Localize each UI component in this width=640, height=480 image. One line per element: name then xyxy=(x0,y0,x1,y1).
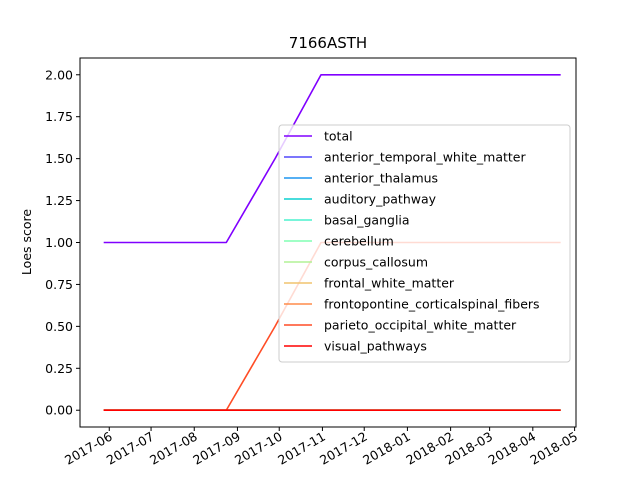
legend-label: total xyxy=(324,129,353,144)
series-line-total xyxy=(103,73,561,244)
y-tick-label: 1.50 xyxy=(45,151,73,166)
chart-title: 7166ASTH xyxy=(289,34,367,52)
legend-label: visual_pathways xyxy=(324,339,427,354)
y-tick-label: 0.50 xyxy=(45,319,73,334)
y-tick-label: 1.00 xyxy=(45,235,73,250)
y-tick-label: 0.00 xyxy=(45,403,73,418)
legend-label: anterior_temporal_white_matter xyxy=(324,150,526,165)
legend-label: auditory_pathway xyxy=(324,192,437,207)
legend-label: corpus_callosum xyxy=(324,255,428,270)
y-axis: 0.00 0.25 0.50 0.75 1.00 1.25 1.50 1.75 2.00 xyxy=(45,67,80,418)
legend-box xyxy=(278,124,571,363)
legend-label: frontopontine_corticalspinal_fibers xyxy=(324,297,540,312)
y-tick-label: 0.25 xyxy=(45,361,73,376)
legend-label: basal_ganglia xyxy=(324,213,410,228)
y-tick-label: 1.75 xyxy=(45,109,73,124)
legend-label: cerebellum xyxy=(324,234,394,249)
y-tick-label: 0.75 xyxy=(45,277,73,292)
y-tick-label: 2.00 xyxy=(45,67,73,82)
legend-label: parieto_occipital_white_matter xyxy=(324,318,517,333)
legend: total anterior_temporal_white_matteranter… xyxy=(278,124,571,363)
y-tick-label: 1.25 xyxy=(45,193,73,208)
legend-label: frontal_white_matter xyxy=(324,276,455,291)
y-axis-label: Loes score xyxy=(19,209,34,275)
legend-label: anterior_thalamus xyxy=(324,171,438,186)
